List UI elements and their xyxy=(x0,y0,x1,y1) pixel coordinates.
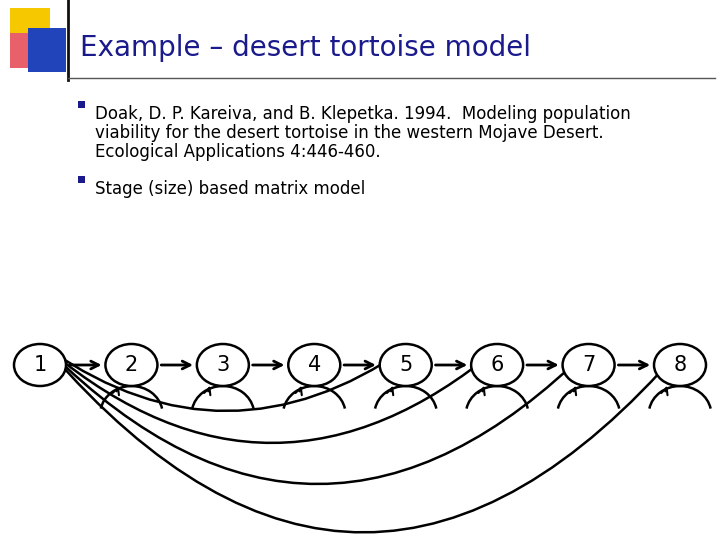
FancyBboxPatch shape xyxy=(10,33,50,68)
Text: 6: 6 xyxy=(490,355,504,375)
Ellipse shape xyxy=(471,344,523,386)
Bar xyxy=(78,176,85,183)
FancyBboxPatch shape xyxy=(10,8,50,48)
Ellipse shape xyxy=(288,344,341,386)
Ellipse shape xyxy=(654,344,706,386)
Text: 3: 3 xyxy=(216,355,230,375)
Text: 2: 2 xyxy=(125,355,138,375)
Ellipse shape xyxy=(379,344,432,386)
Text: Stage (size) based matrix model: Stage (size) based matrix model xyxy=(95,180,365,198)
Text: viability for the desert tortoise in the western Mojave Desert.: viability for the desert tortoise in the… xyxy=(95,124,603,142)
Text: 7: 7 xyxy=(582,355,595,375)
Ellipse shape xyxy=(14,344,66,386)
Text: Doak, D. P. Kareiva, and B. Klepetka. 1994.  Modeling population: Doak, D. P. Kareiva, and B. Klepetka. 19… xyxy=(95,105,631,123)
Ellipse shape xyxy=(562,344,615,386)
Text: 1: 1 xyxy=(33,355,47,375)
Ellipse shape xyxy=(105,344,158,386)
FancyBboxPatch shape xyxy=(28,28,66,72)
Text: 5: 5 xyxy=(399,355,413,375)
Text: 8: 8 xyxy=(673,355,687,375)
Text: Example – desert tortoise model: Example – desert tortoise model xyxy=(80,34,531,62)
Bar xyxy=(78,101,85,108)
Text: Ecological Applications 4:446-460.: Ecological Applications 4:446-460. xyxy=(95,143,381,161)
Text: 4: 4 xyxy=(307,355,321,375)
Ellipse shape xyxy=(197,344,249,386)
